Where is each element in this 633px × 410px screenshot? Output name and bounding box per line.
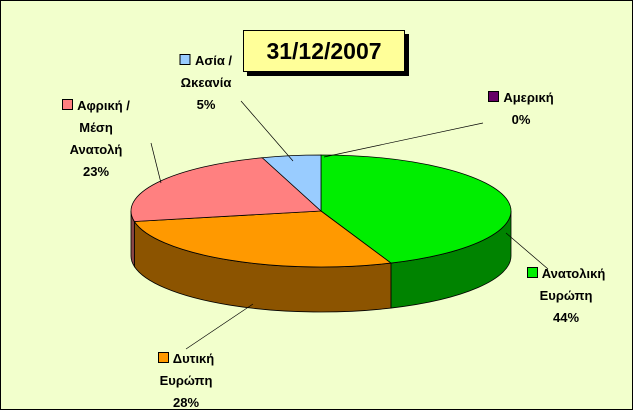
chart-title: 31/12/2007 <box>243 30 405 72</box>
leader-line <box>505 232 549 270</box>
legend-key <box>488 91 500 102</box>
leader-line <box>323 122 484 158</box>
value-label: 44% <box>552 310 580 325</box>
category-label: Αμερική <box>503 90 554 105</box>
category-label: Αφρική / Μέση Ανατολή <box>69 98 130 157</box>
legend-key <box>179 54 191 65</box>
legend-key <box>157 352 169 363</box>
pie-slice <box>130 157 322 222</box>
data-label: Ανατολική Ευρώπη 44% <box>516 263 616 329</box>
data-label: Δυτική Ευρώπη 28% <box>146 348 226 410</box>
category-label: Δυτική Ευρώπη <box>159 351 215 388</box>
pie-slice <box>261 154 322 212</box>
value-label: 5% <box>196 97 216 112</box>
value-label: 0% <box>511 112 531 127</box>
data-label: Αφρική / Μέση Ανατολή 23% <box>52 95 140 183</box>
leader-line <box>185 303 254 350</box>
legend-key <box>62 99 74 110</box>
category-label: Ανατολική Ευρώπη <box>539 266 606 303</box>
value-label: 23% <box>82 164 110 179</box>
pie-slice <box>320 154 512 264</box>
leader-line <box>240 100 294 162</box>
legend-key <box>526 267 538 278</box>
data-label: Αμερική 0% <box>476 87 566 131</box>
leader-line <box>150 142 162 184</box>
value-label: 28% <box>172 395 200 410</box>
data-label: Ασία / Ωκεανία 5% <box>164 50 249 116</box>
category-label: Ασία / Ωκεανία <box>180 53 233 90</box>
pie-slice <box>133 210 392 268</box>
